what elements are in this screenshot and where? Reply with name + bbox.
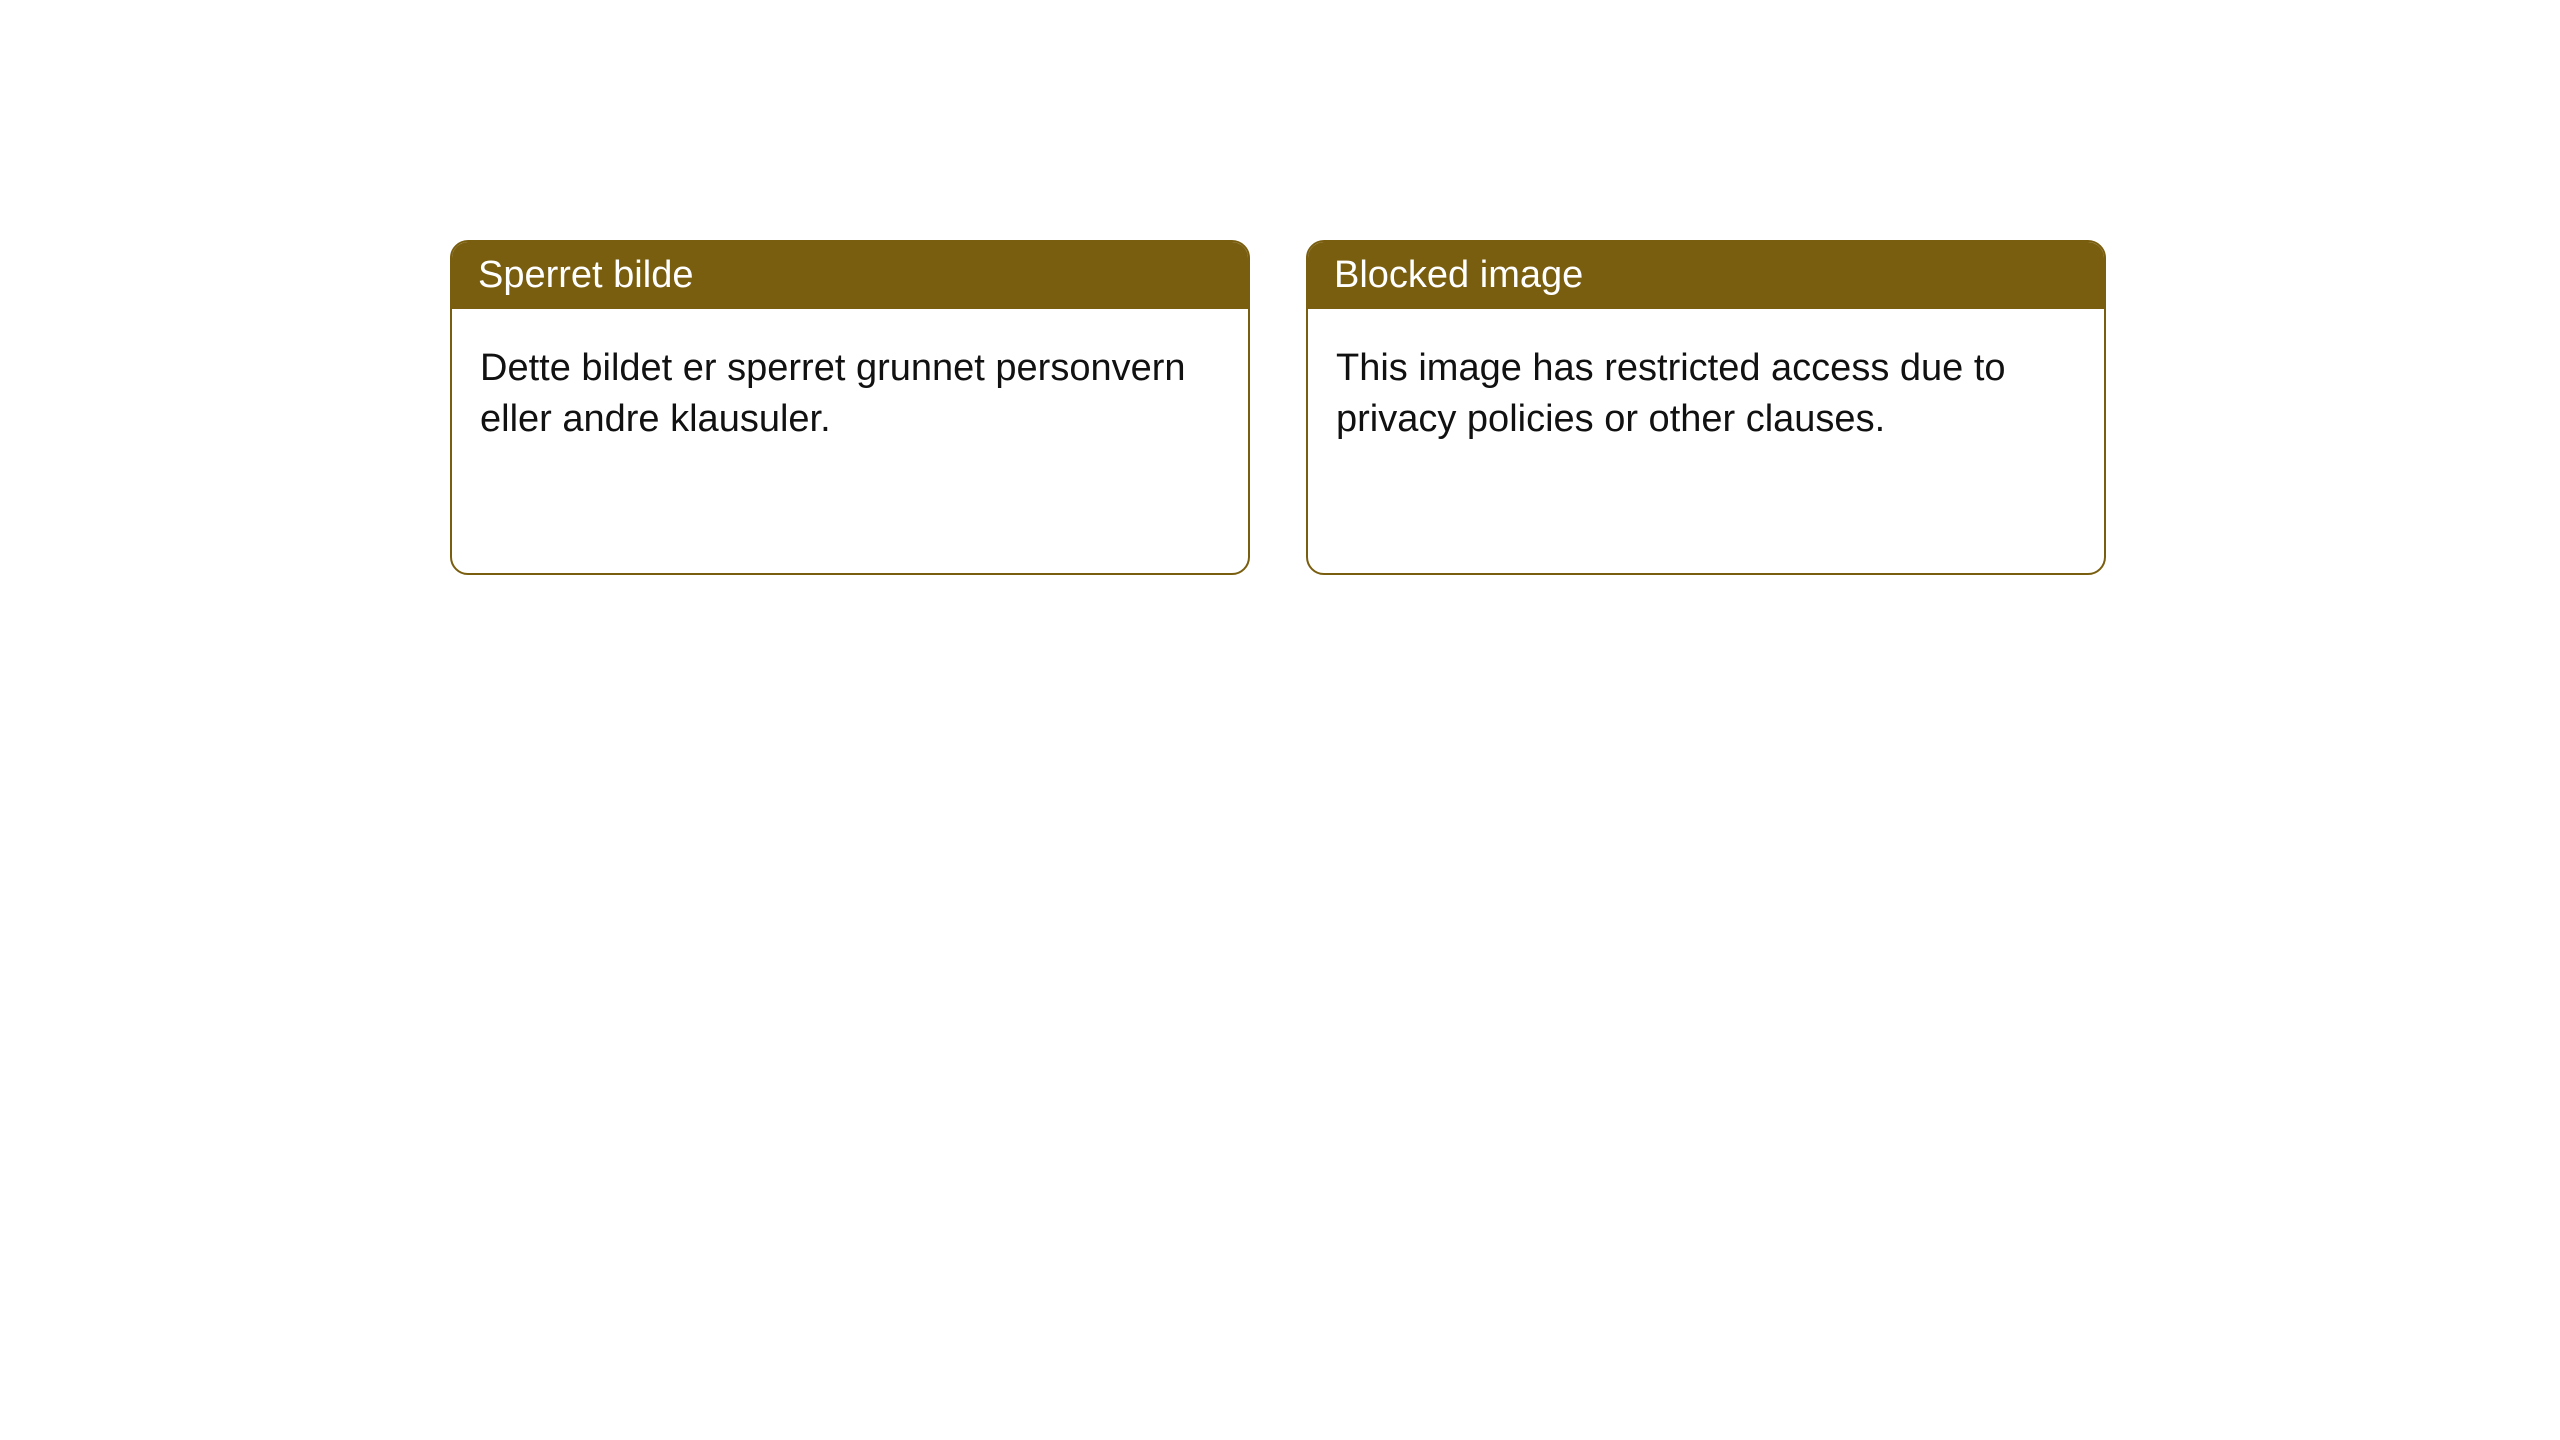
notice-card-header: Blocked image: [1308, 242, 2104, 309]
notice-card-body: Dette bildet er sperret grunnet personve…: [452, 309, 1248, 480]
notice-card-body: This image has restricted access due to …: [1308, 309, 2104, 480]
notice-title: Sperret bilde: [478, 254, 693, 296]
notice-card-norwegian: Sperret bilde Dette bildet er sperret gr…: [450, 240, 1250, 575]
notice-card-english: Blocked image This image has restricted …: [1306, 240, 2106, 575]
notice-container: Sperret bilde Dette bildet er sperret gr…: [450, 240, 2106, 575]
notice-message: This image has restricted access due to …: [1336, 347, 2006, 440]
notice-card-header: Sperret bilde: [452, 242, 1248, 309]
notice-title: Blocked image: [1334, 254, 1583, 296]
notice-message: Dette bildet er sperret grunnet personve…: [480, 347, 1186, 440]
